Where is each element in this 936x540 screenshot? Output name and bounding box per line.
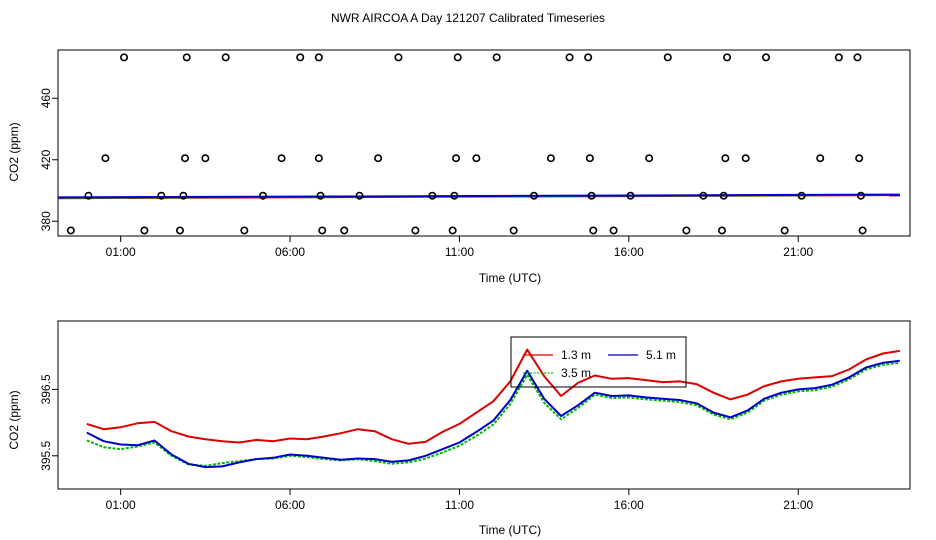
y-axis-title: CO2 (ppm) [7,122,21,181]
x-tick-label: 21:00 [783,498,813,512]
data-point [181,154,190,163]
data-point [721,154,730,163]
x-tick-label: 06:00 [275,245,305,259]
data-point [258,191,267,200]
data-point [609,226,618,235]
data-point [529,191,538,200]
data-point [816,154,825,163]
data-point [314,53,323,62]
y-tick-label: 396.5 [39,374,53,404]
data-point [587,191,596,200]
data-point [858,226,867,235]
y-tick-label: 380 [39,211,53,231]
data-point [472,154,481,163]
figure-title: NWR AIRCOA A Day 121207 Calibrated Times… [331,11,605,25]
legend-label: 1.3 m [561,348,591,362]
data-point [221,53,230,62]
data-point [546,154,555,163]
data-point [626,191,635,200]
data-point [565,53,574,62]
data-point [179,191,188,200]
data-point [355,191,364,200]
data-point [374,154,383,163]
legend: 1.3 m 5.1 m 3.5 m [510,336,687,388]
data-point [450,191,459,200]
x-tick-label: 06:00 [275,498,305,512]
data-point [663,53,672,62]
data-point [296,53,305,62]
data-point [780,226,789,235]
plot-frame [57,49,911,237]
data-point [762,53,771,62]
data-point [316,191,325,200]
data-point [66,226,75,235]
x-tick-label: 16:00 [614,245,644,259]
data-point [175,226,184,235]
lower-co2-panel: 01:00 06:00 11:00 16:00 21:00 395.5 396.5 Time … [7,320,911,537]
data-point [699,191,708,200]
data-point [589,226,598,235]
x-tick-label: 01:00 [106,245,136,259]
data-layer [58,53,900,235]
series-line [86,348,900,445]
x-tick-label: 16:00 [614,498,644,512]
data-point [856,191,865,200]
legend-box [510,336,687,388]
data-point [240,226,249,235]
y-tick-label: 460 [39,88,53,108]
data-point [428,191,437,200]
upper-co2-panel: 01:00 06:00 11:00 16:00 21:00 380 420 460 Time (… [7,49,911,285]
data-point [120,53,129,62]
data-point [717,226,726,235]
data-point [741,154,750,163]
x-tick-label: 21:00 [783,245,813,259]
x-tick-label: 11:00 [445,498,474,512]
series-line [86,361,900,467]
data-point [394,53,403,62]
data-point [585,154,594,163]
series-line [86,359,900,469]
data-point [855,154,864,163]
data-point [834,53,843,62]
data-point [340,226,349,235]
y-tick-label: 420 [39,149,53,169]
data-point [201,154,210,163]
data-point [509,226,518,235]
data-point [157,191,166,200]
data-point [452,154,461,163]
legend-label: 5.1 m [646,348,676,362]
data-point [492,53,501,62]
data-point [682,226,691,235]
data-point [723,53,732,62]
data-point [411,226,420,235]
legend-label: 3.5 m [561,366,591,380]
x-tick-label: 01:00 [106,498,136,512]
data-point [314,154,323,163]
y-tick-label: 395.5 [39,440,53,470]
data-point [318,226,327,235]
data-point [84,191,93,200]
x-axis-title: Time (UTC) [479,271,541,285]
data-point [453,53,462,62]
data-layer [86,348,900,469]
data-point [448,226,457,235]
plot-frame [57,320,911,490]
x-tick-label: 11:00 [445,245,474,259]
data-point [719,191,728,200]
data-point [645,154,654,163]
data-point [584,53,593,62]
series-line [58,193,900,199]
x-axis-title: Time (UTC) [479,523,541,537]
data-point [182,53,191,62]
data-point [101,154,110,163]
data-point [853,53,862,62]
data-point [797,191,806,200]
y-axis-title: CO2 (ppm) [7,390,21,449]
data-point [140,226,149,235]
data-point [277,154,286,163]
